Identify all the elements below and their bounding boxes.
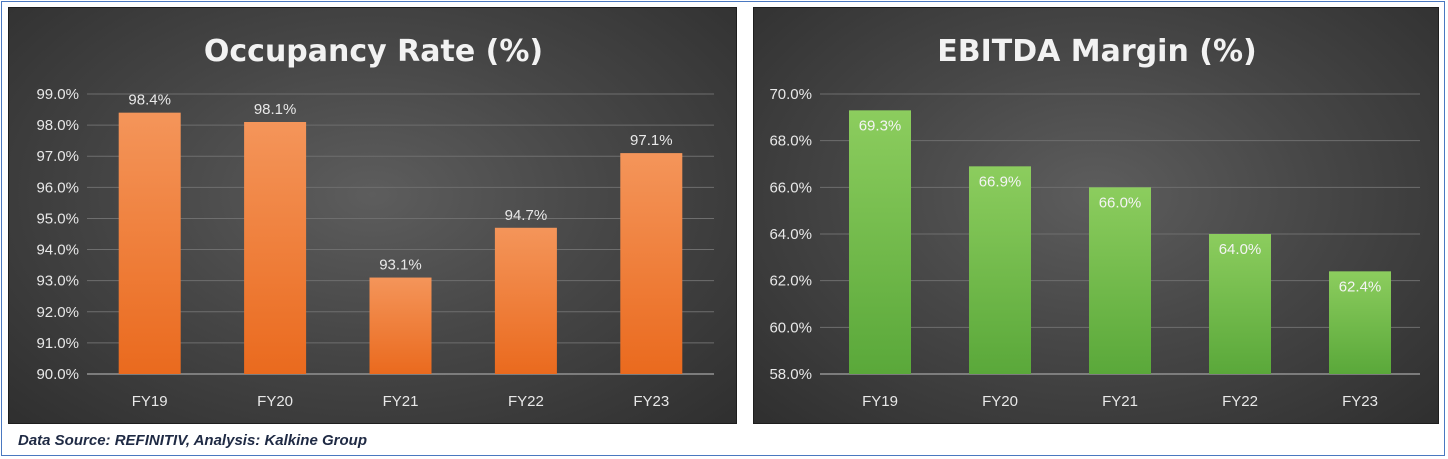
occupancy-data-label: 98.4% [128,92,171,109]
occupancy-y-tick-label: 90.0% [36,366,79,383]
ebitda-x-tick-label: FY23 [1342,393,1378,410]
occupancy-y-tick-label: 92.0% [36,304,79,321]
occupancy-data-label: 93.1% [379,257,422,274]
occupancy-x-tick-label: FY20 [257,393,293,410]
occupancy-rate-chart: Occupancy Rate (%) 90.0% 91.0% 92.0% 93.0% 94… [8,7,737,424]
occupancy-bar [118,112,181,375]
ebitda-y-tick-label: 60.0% [769,319,812,336]
occupancy-y-tick-label: 94.0% [36,242,79,259]
ebitda-data-label: 62.4% [1339,278,1382,295]
occupancy-y-tick-label: 97.0% [36,148,79,165]
occupancy-y-tick-label: 91.0% [36,335,79,352]
ebitda-x-tick-label: FY22 [1222,393,1258,410]
occupancy-chart-title: Occupancy Rate (%) [204,34,543,69]
ebitda-y-tick-label: 68.0% [769,133,812,150]
occupancy-bar [369,277,432,374]
occupancy-y-tick-label: 93.0% [36,273,79,290]
ebitda-bar [1209,234,1271,374]
ebitda-y-tick-label: 58.0% [769,366,812,383]
ebitda-data-label: 64.0% [1219,241,1262,258]
ebitda-y-tick-label: 66.0% [769,179,812,196]
ebitda-data-label: 69.3% [859,117,902,134]
occupancy-y-tick-label: 98.0% [36,117,79,134]
ebitda-bar [1329,271,1391,374]
occupancy-x-tick-label: FY23 [633,393,669,410]
ebitda-bar [969,166,1031,374]
occupancy-data-label: 94.7% [505,207,548,224]
ebitda-y-tick-label: 62.0% [769,273,812,290]
occupancy-bar [494,227,557,374]
ebitda-chart-title: EBITDA Margin (%) [937,34,1256,69]
occupancy-bar [620,153,683,374]
ebitda-margin-svg: EBITDA Margin (%) 58.0% 60.0% 62.0% 64.0% 66.… [769,34,1420,410]
ebitda-y-tick-label: 70.0% [769,86,812,103]
ebitda-data-label: 66.9% [979,173,1022,190]
occupancy-x-tick-label: FY19 [132,393,168,410]
ebitda-x-tick-label: FY19 [862,393,898,410]
occupancy-bar [244,122,307,374]
occupancy-rate-svg: Occupancy Rate (%) 90.0% 91.0% 92.0% 93.0% 94… [36,34,714,410]
occupancy-y-tick-label: 96.0% [36,179,79,196]
ebitda-bar [1089,187,1151,374]
ebitda-x-tick-label: FY21 [1102,393,1138,410]
occupancy-x-tick-label: FY21 [383,393,419,410]
ebitda-x-tick-label: FY20 [982,393,1018,410]
occupancy-y-tick-label: 95.0% [36,210,79,227]
ebitda-margin-chart: EBITDA Margin (%) 58.0% 60.0% 62.0% 64.0% 66.… [753,7,1439,424]
ebitda-y-tick-label: 64.0% [769,226,812,243]
data-source-note: Data Source: REFINITIV, Analysis: Kalkin… [18,432,367,449]
occupancy-data-label: 98.1% [254,101,297,118]
occupancy-data-label: 97.1% [630,132,673,149]
occupancy-x-tick-label: FY22 [508,393,544,410]
ebitda-data-label: 66.0% [1099,194,1142,211]
occupancy-y-tick-label: 99.0% [36,86,79,103]
ebitda-bar [849,110,911,374]
